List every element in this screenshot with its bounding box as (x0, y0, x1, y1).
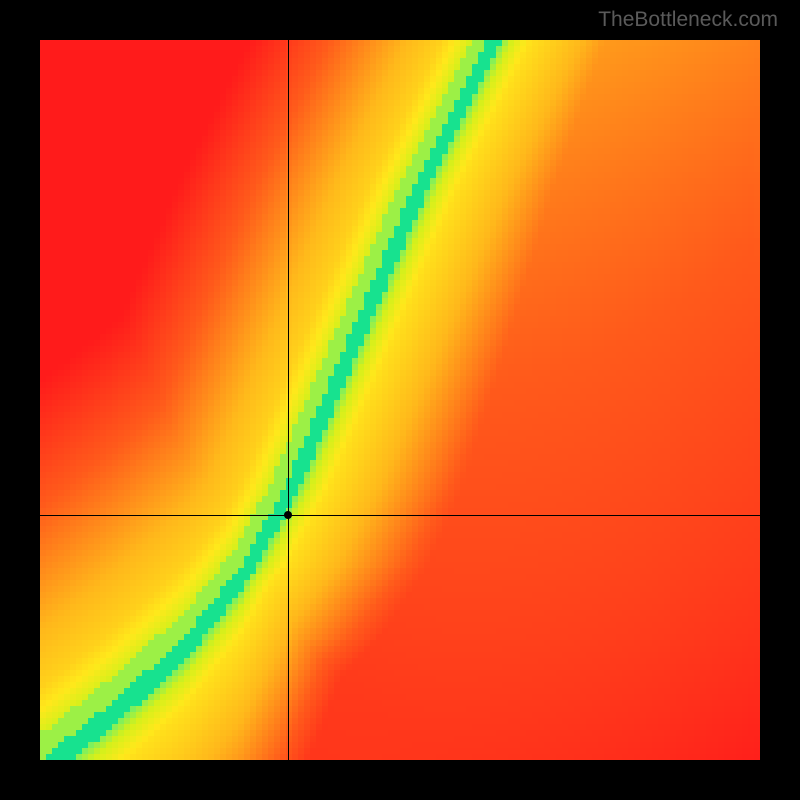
heatmap-canvas (40, 40, 760, 760)
data-point-marker (284, 511, 292, 519)
crosshair-vertical (288, 40, 289, 760)
plot-area (40, 40, 760, 760)
crosshair-horizontal (40, 515, 760, 516)
watermark-text: TheBottleneck.com (598, 8, 778, 32)
